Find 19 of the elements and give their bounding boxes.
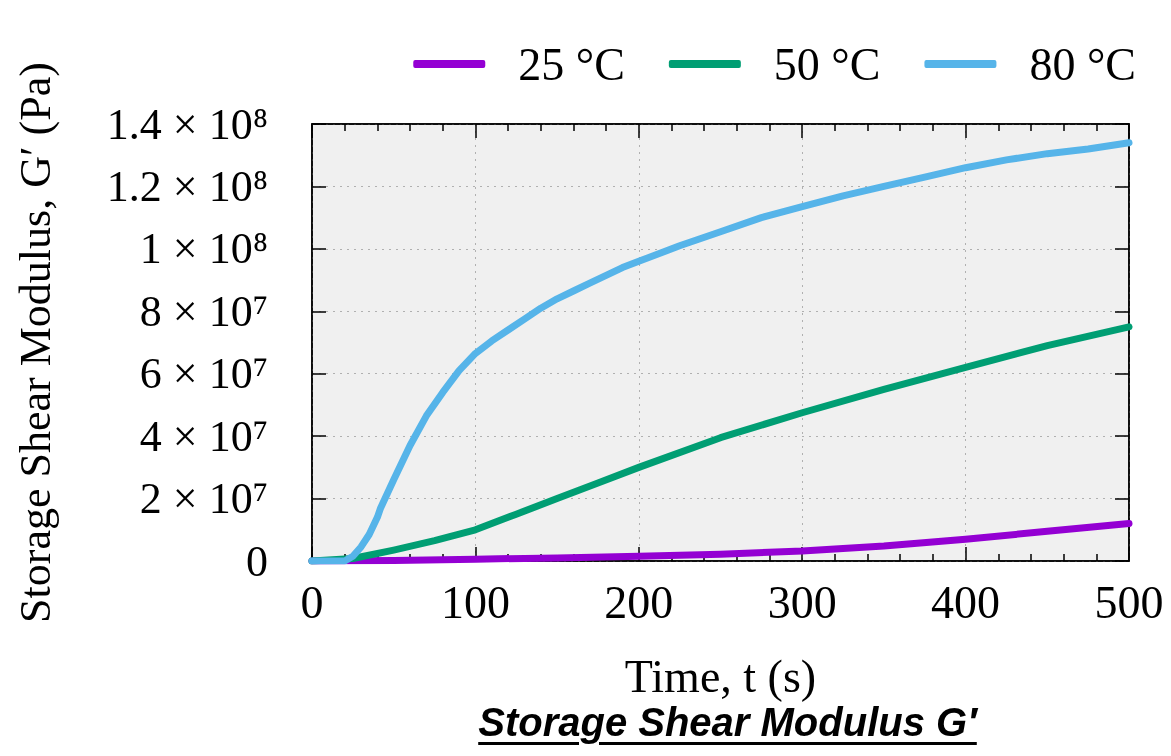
y-tick-label: 1.4 × 10⁸ (106, 99, 268, 149)
legend-label: 25 °C (518, 38, 625, 90)
y-tick-label: 6 × 10⁷ (139, 349, 268, 399)
y-tick-label: 1.2 × 10⁸ (106, 161, 268, 211)
x-tick-label: 0 (300, 576, 324, 628)
y-tick-label: 4 × 10⁷ (139, 411, 268, 461)
x-tick-label: 400 (931, 576, 1001, 628)
x-axis-title: Time, t (s) (624, 650, 817, 702)
y-tick-label: 1 × 10⁸ (139, 224, 268, 274)
y-tick-label: 0 (246, 536, 268, 586)
y-tick-label: 2 × 10⁷ (139, 474, 268, 524)
y-tick-label: 8 × 10⁷ (139, 286, 268, 336)
x-tick-label: 300 (767, 576, 837, 628)
x-tick-label: 200 (604, 576, 674, 628)
legend-label: 80 °C (1029, 38, 1136, 90)
x-tick-label: 100 (440, 576, 510, 628)
y-axis-title: Storage Shear Modulus, G′ (Pa) (10, 62, 60, 623)
x-tick-label: 500 (1094, 576, 1164, 628)
legend-label: 50 °C (773, 38, 881, 90)
